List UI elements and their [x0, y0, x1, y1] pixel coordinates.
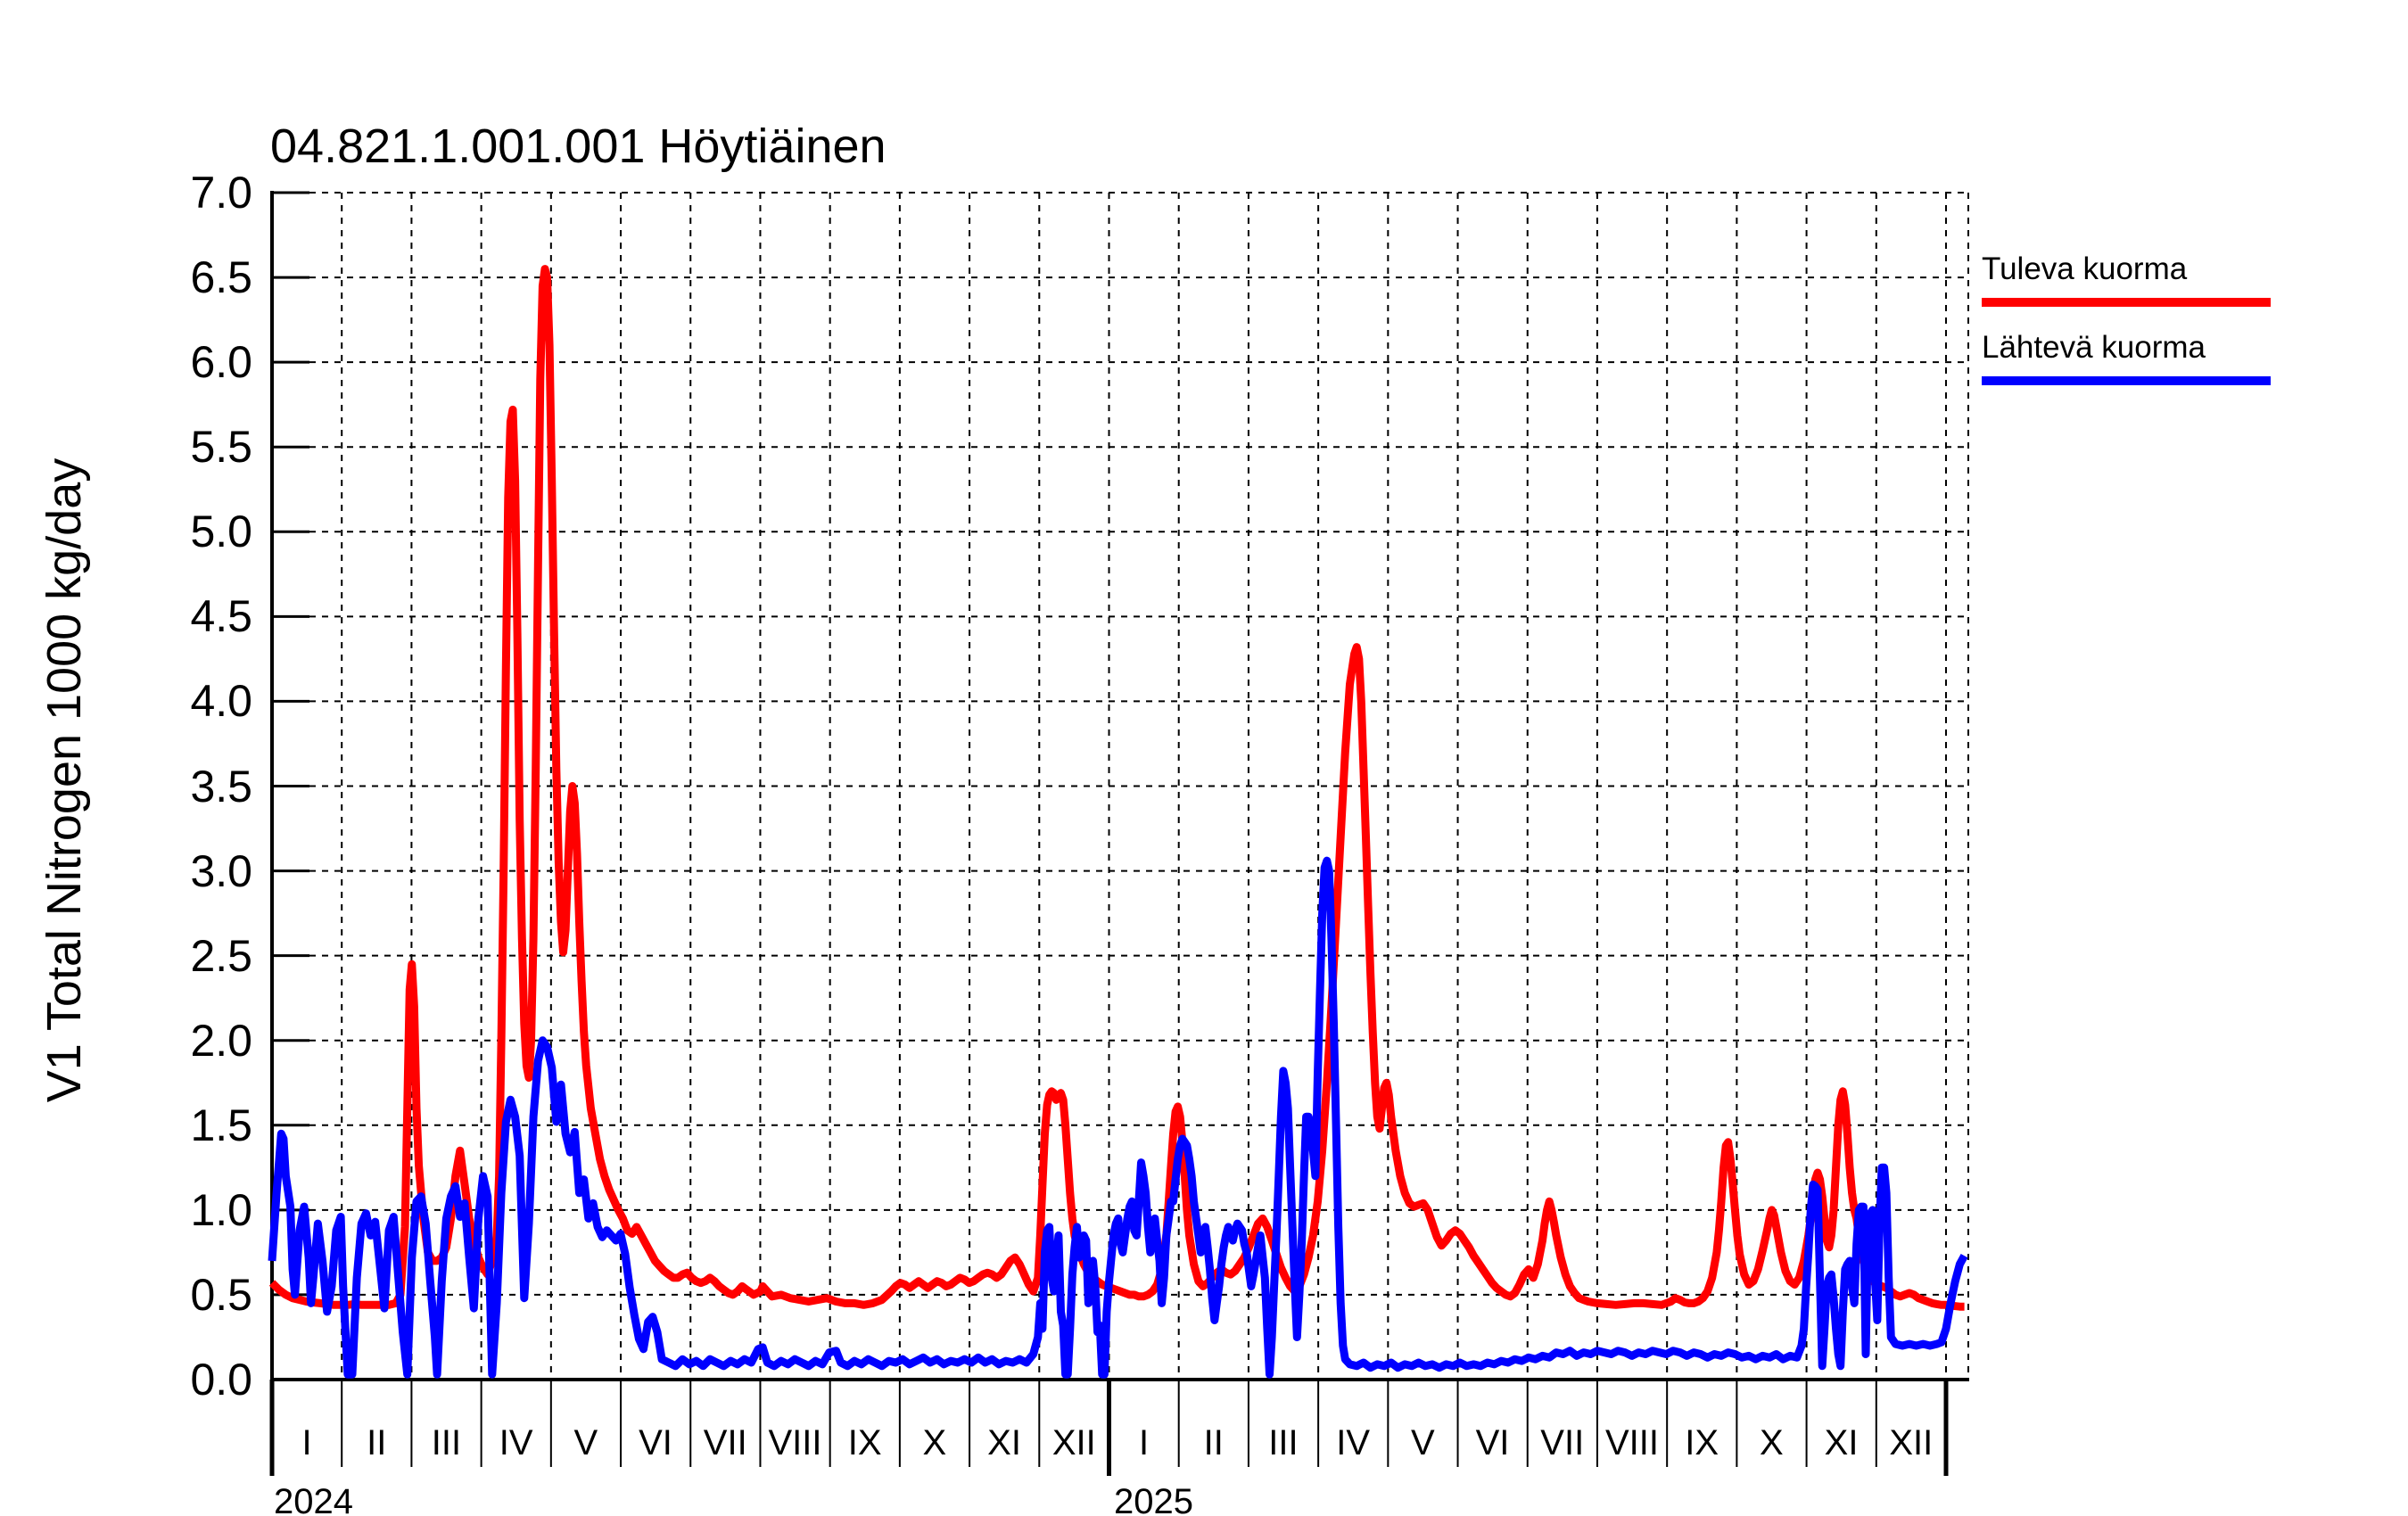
month-label: IX	[1685, 1423, 1719, 1462]
month-label: XII	[1051, 1423, 1096, 1462]
month-label: III	[431, 1423, 462, 1462]
month-label: II	[1203, 1423, 1224, 1462]
month-label: III	[1268, 1423, 1299, 1462]
chart-title: 04.821.1.001.001 Höytiäinen	[270, 119, 887, 173]
y-tick-label: 3.0	[190, 845, 252, 896]
tuleva-kuorma-line	[268, 265, 1965, 1311]
month-label: X	[1760, 1423, 1784, 1462]
y-tick-label: 5.5	[190, 422, 252, 473]
y-tick-label: 1.5	[190, 1100, 252, 1150]
legend-swatch-blue-line	[1982, 376, 2271, 385]
legend-label-tuleva-kuorma: Tuleva kuorma	[1982, 251, 2188, 286]
y-tick-label: 7.0	[190, 168, 252, 218]
month-label: IX	[847, 1423, 882, 1462]
y-tick-label: 5.0	[190, 507, 252, 557]
month-label: I	[1138, 1423, 1150, 1462]
y-tick-label: 0.0	[190, 1355, 252, 1405]
legend-swatch-red-line	[1982, 298, 2271, 307]
y-tick-label: 0.5	[190, 1269, 252, 1320]
month-label: IV	[1336, 1423, 1371, 1462]
legend: Tuleva kuorma Lähtevä kuorma	[1982, 251, 2276, 408]
month-label: VIII	[1604, 1423, 1659, 1462]
month-label: VI	[639, 1423, 672, 1462]
month-label: XI	[1824, 1423, 1859, 1462]
y-tick-label: 4.0	[190, 676, 252, 727]
y-tick-label: 2.5	[190, 930, 252, 981]
y-tick-label: 6.5	[190, 252, 252, 303]
month-label: XI	[987, 1423, 1021, 1462]
lahteva-kuorma-line	[268, 856, 1968, 1379]
month-label: VII	[703, 1423, 747, 1462]
legend-label-lahteva-kuorma: Lähtevä kuorma	[1982, 330, 2206, 365]
legend-entry-tuleva: Tuleva kuorma	[1982, 251, 2276, 307]
month-label: X	[922, 1423, 947, 1462]
y-tick-label: 2.0	[190, 1015, 252, 1066]
month-label: II	[367, 1423, 387, 1462]
month-label: VII	[1540, 1423, 1585, 1462]
legend-entry-lahteva: Lähtevä kuorma	[1982, 330, 2276, 385]
month-label: I	[301, 1423, 312, 1462]
y-tick-label: 6.0	[190, 337, 252, 388]
y-tick-label: 3.5	[190, 761, 252, 812]
y-tick-label: 1.0	[190, 1184, 252, 1235]
year-label-2024: 2024	[274, 1482, 353, 1516]
month-label: V	[573, 1423, 598, 1462]
month-label: XII	[1889, 1423, 1934, 1462]
month-label: IV	[499, 1423, 533, 1462]
y-tick-label: 4.5	[190, 591, 252, 642]
month-label: VIII	[768, 1423, 822, 1462]
month-label: VI	[1475, 1423, 1510, 1462]
month-label: V	[1410, 1423, 1435, 1462]
year-label-2025: 2025	[1114, 1482, 1193, 1516]
